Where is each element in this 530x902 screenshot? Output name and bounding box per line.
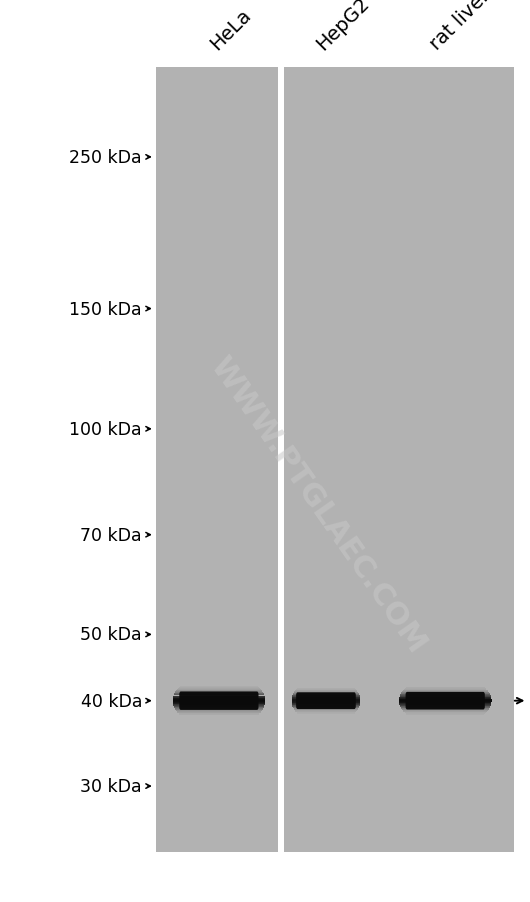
Text: rat liver: rat liver <box>427 0 494 54</box>
Text: 40 kDa: 40 kDa <box>81 692 142 710</box>
Text: 100 kDa: 100 kDa <box>69 420 142 438</box>
FancyBboxPatch shape <box>296 693 356 709</box>
Bar <box>284 68 514 852</box>
Text: 250 kDa: 250 kDa <box>69 149 142 167</box>
Text: 70 kDa: 70 kDa <box>81 526 142 544</box>
Bar <box>156 68 278 852</box>
FancyBboxPatch shape <box>405 692 485 710</box>
FancyBboxPatch shape <box>179 692 259 710</box>
Text: HeLa: HeLa <box>207 6 255 54</box>
Text: 150 kDa: 150 kDa <box>69 300 142 318</box>
Text: 30 kDa: 30 kDa <box>81 778 142 796</box>
Text: HepG2: HepG2 <box>313 0 373 54</box>
Text: 50 kDa: 50 kDa <box>81 626 142 644</box>
Text: WWW.PTGLAEC.COM: WWW.PTGLAEC.COM <box>205 352 431 658</box>
